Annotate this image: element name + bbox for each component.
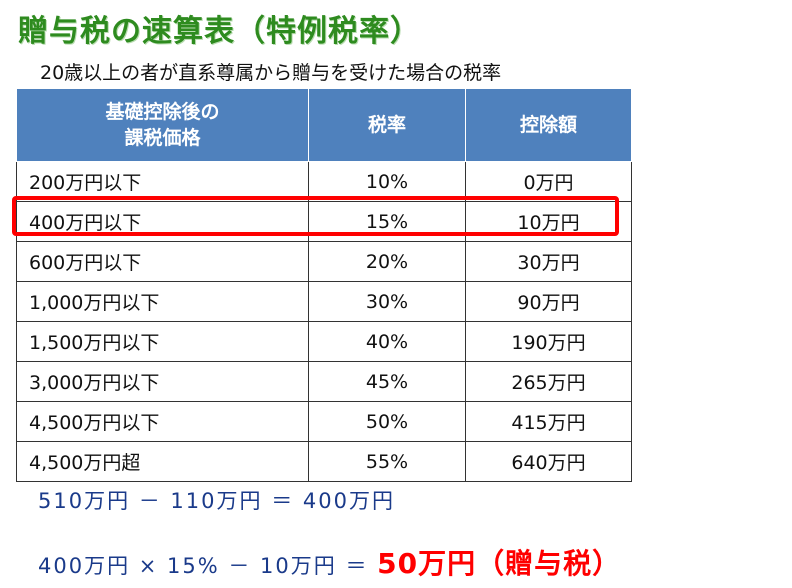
header-line: 課税価格 [124, 127, 201, 149]
tax-rate-table: 基礎控除後の 課税価格 税率 控除額 200万円以下 10% 0万円 400万円以… [16, 88, 632, 482]
calculation-line-1: 510万円 － 110万円 ＝ 400万円 [38, 489, 395, 513]
deduction-cell: 640万円 [465, 441, 632, 482]
calculation-expression: 400万円 × 15% － 10万円 ＝ [38, 554, 369, 578]
deduction-cell: 190万円 [465, 321, 632, 362]
page-subtitle: 20歳以上の者が直系尊属から贈与を受けた場合の税率 [40, 62, 502, 84]
deduction-cell: 30万円 [465, 241, 632, 282]
tax-rate-cell: 50% [308, 401, 466, 442]
header-taxable-amount: 基礎控除後の 課税価格 [16, 88, 309, 162]
deduction-cell: 90万円 [465, 281, 632, 322]
taxable-amount-cell: 4,500万円以下 [16, 401, 309, 442]
table-row: 1,500万円以下 40% 190万円 [16, 321, 632, 362]
taxable-amount-cell: 1,000万円以下 [16, 281, 309, 322]
table-row: 4,500万円以下 50% 415万円 [16, 401, 632, 442]
taxable-amount-cell: 4,500万円超 [16, 441, 309, 482]
deduction-cell: 265万円 [465, 361, 632, 402]
calculation-line-2: 400万円 × 15% － 10万円 ＝ 50万円（贈与税） [38, 542, 621, 582]
taxable-amount-cell: 600万円以下 [16, 241, 309, 282]
deduction-cell: 415万円 [465, 401, 632, 442]
header-deduction: 控除額 [465, 88, 632, 162]
page-title: 贈与税の速算表（特例税率） [18, 14, 421, 49]
table-row: 200万円以下 10% 0万円 [16, 161, 632, 202]
table-row: 3,000万円以下 45% 265万円 [16, 361, 632, 402]
taxable-amount-cell: 1,500万円以下 [16, 321, 309, 362]
table-row: 1,000万円以下 30% 90万円 [16, 281, 632, 322]
tax-rate-cell: 20% [308, 241, 466, 282]
row-highlight-box [12, 196, 619, 236]
tax-rate-cell: 55% [308, 441, 466, 482]
table-header-row: 基礎控除後の 課税価格 税率 控除額 [16, 88, 632, 162]
table-row: 600万円以下 20% 30万円 [16, 241, 632, 282]
calculation-result: 50万円（贈与税） [377, 547, 622, 580]
table-row: 4,500万円超 55% 640万円 [16, 441, 632, 482]
header-tax-rate: 税率 [308, 88, 466, 162]
tax-rate-cell: 30% [308, 281, 466, 322]
tax-rate-cell: 45% [308, 361, 466, 402]
taxable-amount-cell: 3,000万円以下 [16, 361, 309, 402]
taxable-amount-cell: 200万円以下 [16, 161, 309, 202]
tax-rate-cell: 40% [308, 321, 466, 362]
header-line: 基礎控除後の [105, 101, 220, 123]
